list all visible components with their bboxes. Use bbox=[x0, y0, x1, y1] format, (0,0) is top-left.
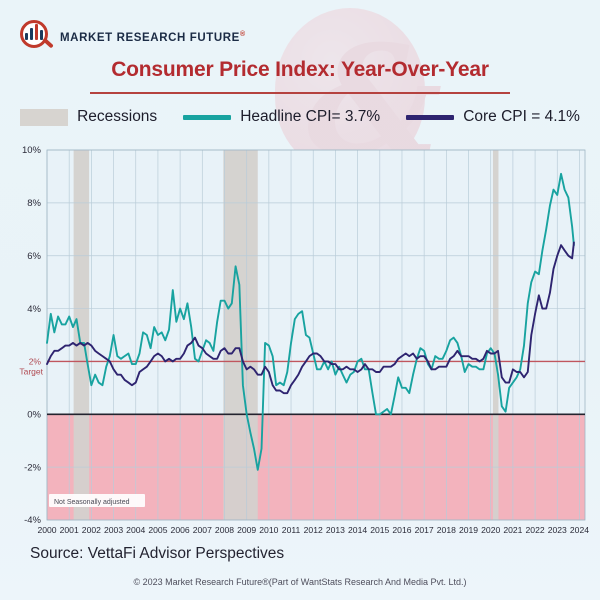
legend-label-headline-cpi: Headline CPI= 3.7% bbox=[240, 108, 381, 125]
x-axis-tick-2021: 2021 bbox=[503, 525, 522, 535]
x-axis-tick-2006: 2006 bbox=[171, 525, 190, 535]
x-axis-tick-2001: 2001 bbox=[60, 525, 79, 535]
x-axis-tick-2024: 2024 bbox=[570, 525, 589, 535]
x-axis-tick-2012: 2012 bbox=[304, 525, 323, 535]
y-axis-tick--2%: -2% bbox=[24, 462, 41, 473]
legend-item-headline-cpi: Headline CPI= 3.7% bbox=[183, 108, 380, 126]
x-axis-tick-2007: 2007 bbox=[193, 525, 212, 535]
x-axis-tick-2013: 2013 bbox=[326, 525, 345, 535]
x-axis-tick-2023: 2023 bbox=[548, 525, 567, 535]
page-title: Consumer Price Index: Year-Over-Year bbox=[111, 58, 489, 81]
registered-mark: ® bbox=[239, 30, 246, 38]
y-axis-tick-10%: 10% bbox=[22, 145, 42, 156]
x-axis-tick-2000: 2000 bbox=[37, 525, 56, 535]
not-seasonally-adjusted-note: Not Seasonally adjusted bbox=[49, 494, 145, 507]
brand-name-text: MARKET RESEARCH FUTURE bbox=[60, 31, 240, 44]
magnifier-bars-icon bbox=[20, 20, 54, 54]
x-axis-tick-2022: 2022 bbox=[526, 525, 545, 535]
copyright-text: © 2023 Market Research Future®(Part of W… bbox=[133, 577, 467, 587]
y-axis-tick-0%: 0% bbox=[27, 409, 41, 420]
x-axis-tick-2005: 2005 bbox=[148, 525, 167, 535]
title-underline bbox=[90, 92, 510, 94]
x-axis-tick-2010: 2010 bbox=[259, 525, 278, 535]
headline-line-icon bbox=[183, 114, 232, 120]
core-line-icon bbox=[406, 114, 455, 120]
x-axis-tick-2003: 2003 bbox=[104, 525, 123, 535]
svg-text:Not Seasonally adjusted: Not Seasonally adjusted bbox=[54, 499, 130, 506]
x-axis-tick-2019: 2019 bbox=[459, 525, 478, 535]
y-axis-tick-4%: 4% bbox=[27, 304, 41, 315]
source-text: Source: VettaFi Advisor Perspectives bbox=[30, 545, 285, 562]
y-axis-tick-6%: 6% bbox=[27, 251, 41, 262]
x-axis-tick-2008: 2008 bbox=[215, 525, 234, 535]
recession-swatch-icon bbox=[20, 108, 69, 126]
legend-label-core-cpi: Core CPI = 4.1% bbox=[463, 108, 580, 125]
legend-item-recessions: Recessions bbox=[20, 108, 157, 126]
x-axis-tick-2011: 2011 bbox=[282, 525, 301, 535]
x-axis-tick-2018: 2018 bbox=[437, 525, 456, 535]
y-axis-tick-2%: 2% bbox=[29, 357, 42, 367]
y-axis-tick-8%: 8% bbox=[27, 198, 41, 209]
x-axis-tick-2016: 2016 bbox=[392, 525, 411, 535]
y-axis-tick--4%: -4% bbox=[24, 515, 41, 526]
chart-area: -4% -2% 0% 2% 4% 6% 8% 10% Target 2000 2001 2002 200… bbox=[0, 142, 600, 542]
x-axis-tick-2020: 2020 bbox=[481, 525, 500, 535]
x-axis-tick-2002: 2002 bbox=[82, 525, 101, 535]
brand-logo: MARKET RESEARCH FUTURE® bbox=[20, 20, 246, 54]
x-axis-tick-2004: 2004 bbox=[126, 525, 145, 535]
legend-label-recessions: Recessions bbox=[77, 108, 158, 125]
x-axis-tick-2014: 2014 bbox=[348, 525, 367, 535]
target-label: Target bbox=[19, 366, 43, 376]
brand-name: MARKET RESEARCH FUTURE® bbox=[60, 31, 246, 44]
x-axis-tick-2015: 2015 bbox=[370, 525, 389, 535]
x-axis-tick-2009: 2009 bbox=[237, 525, 256, 535]
x-axis-tick-2017: 2017 bbox=[415, 525, 434, 535]
chart-legend: Recessions Headline CPI= 3.7% Core CPI =… bbox=[0, 108, 600, 126]
legend-item-core-cpi: Core CPI = 4.1% bbox=[406, 108, 580, 126]
